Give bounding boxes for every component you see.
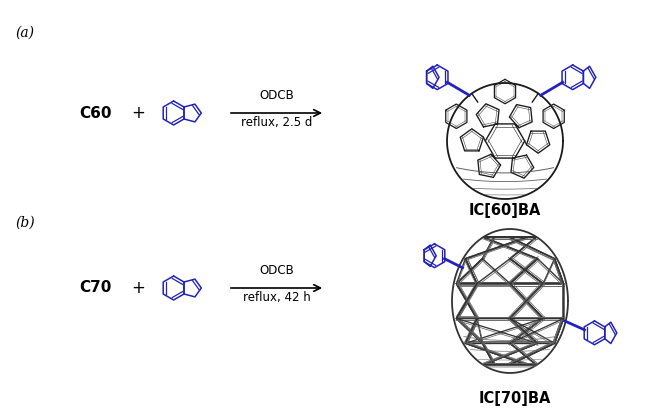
Text: IC[60]BA: IC[60]BA — [469, 203, 541, 218]
Text: (b): (b) — [15, 216, 35, 230]
Text: reflux, 42 h: reflux, 42 h — [243, 291, 311, 304]
Text: C60: C60 — [78, 106, 111, 121]
Text: C70: C70 — [79, 280, 111, 295]
Text: (a): (a) — [15, 26, 34, 40]
Text: IC[70]BA: IC[70]BA — [479, 391, 551, 406]
Text: reflux, 2.5 d: reflux, 2.5 d — [241, 116, 312, 129]
Text: +: + — [131, 279, 145, 297]
Text: ODCB: ODCB — [259, 89, 294, 102]
Text: +: + — [131, 104, 145, 122]
Text: ODCB: ODCB — [259, 264, 294, 277]
